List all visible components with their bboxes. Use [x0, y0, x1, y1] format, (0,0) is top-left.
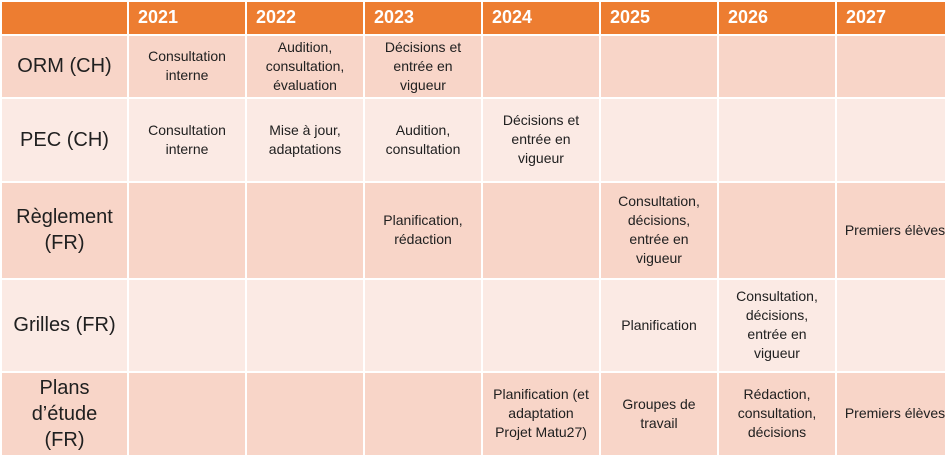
corner-cell: [2, 2, 127, 34]
timeline-cell: Consultation, décisions, entrée en vigue…: [719, 279, 835, 371]
timeline-cell: Décisions et entrée en vigueur: [483, 98, 599, 181]
year-header-2027: 2027: [837, 2, 945, 34]
timeline-cell: Consultation interne: [129, 98, 245, 181]
table-row: Règlement (FR) Planification, rédaction Co…: [2, 182, 945, 278]
timeline-cell: Planification (et adaptation Projet Matu…: [483, 372, 599, 455]
timeline-cell: Rédaction, consultation, décisions: [719, 372, 835, 455]
timeline-cell: Mise à jour, adaptations: [247, 98, 363, 181]
row-label: Plans d’étude (FR): [2, 372, 127, 455]
timeline-cell: Premiers élèves: [837, 182, 945, 278]
year-header-2021: 2021: [129, 2, 245, 34]
timeline-cell: Planification, rédaction: [365, 182, 481, 278]
row-label: ORM (CH): [2, 36, 127, 97]
table-row: Plans d’étude (FR) Planification (et adap…: [2, 372, 945, 455]
timeline-cell-empty: [837, 36, 945, 97]
timeline-cell: Audition, consultation, évaluation: [247, 36, 363, 97]
table-row: ORM (CH) Consultation interne Audition, co…: [2, 36, 945, 97]
timeline-cell: Audition, consultation: [365, 98, 481, 181]
timeline-cell-empty: [129, 279, 245, 371]
year-header-2022: 2022: [247, 2, 363, 34]
timeline-cell-empty: [129, 372, 245, 455]
timeline-cell-empty: [483, 36, 599, 97]
timeline-cell-empty: [601, 36, 717, 97]
timeline-cell-empty: [365, 279, 481, 371]
timeline-cell: Premiers élèves: [837, 372, 945, 455]
header-row: 2021 2022 2023 2024 2025 2026 2027: [2, 2, 945, 34]
timeline-cell-empty: [365, 372, 481, 455]
timeline-cell-empty: [247, 279, 363, 371]
timeline-cell: Consultation interne: [129, 36, 245, 97]
timeline-cell-empty: [247, 372, 363, 455]
timeline-cell: Consultation, décisions, entrée en vigue…: [601, 182, 717, 278]
row-label: PEC (CH): [2, 98, 127, 181]
year-header-2023: 2023: [365, 2, 481, 34]
timeline-cell-empty: [719, 182, 835, 278]
timeline-cell-empty: [719, 98, 835, 181]
timeline-cell-empty: [601, 98, 717, 181]
timeline-cell-empty: [837, 279, 945, 371]
year-header-2026: 2026: [719, 2, 835, 34]
timeline-cell-empty: [483, 279, 599, 371]
timeline-cell-empty: [247, 182, 363, 278]
table-body: ORM (CH) Consultation interne Audition, co…: [2, 36, 945, 455]
timeline-cell: Groupes de travail: [601, 372, 717, 455]
timeline-cell: Décisions et entrée en vigueur: [365, 36, 481, 97]
row-label: Grilles (FR): [2, 279, 127, 371]
table-row: PEC (CH) Consultation interne Mise à jour,…: [2, 98, 945, 181]
year-header-2025: 2025: [601, 2, 717, 34]
timeline-cell: Planification: [601, 279, 717, 371]
year-header-2024: 2024: [483, 2, 599, 34]
timeline-cell-empty: [719, 36, 835, 97]
row-label: Règlement (FR): [2, 182, 127, 278]
table-row: Grilles (FR) Planification Consultation, d…: [2, 279, 945, 371]
timeline-cell-empty: [483, 182, 599, 278]
timeline-cell-empty: [837, 98, 945, 181]
timeline-cell-empty: [129, 182, 245, 278]
